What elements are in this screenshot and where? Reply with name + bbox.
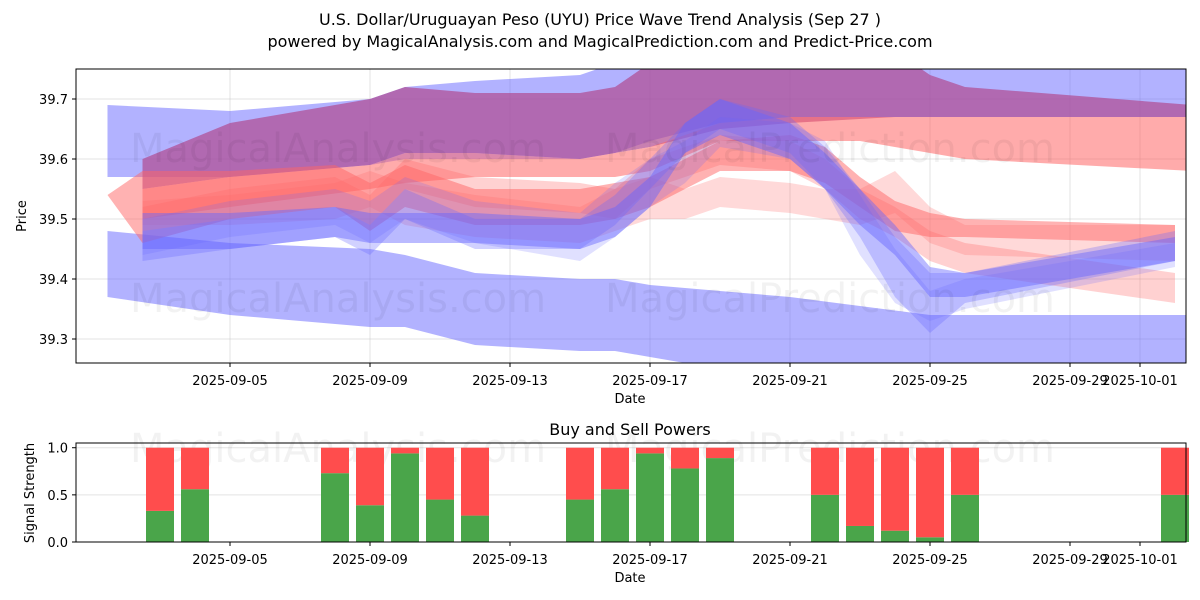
x-tick-label: 2025-09-29 (1032, 374, 1108, 389)
price-watermarks: MagicalAnalysis.com MagicalPrediction.co… (130, 126, 1055, 322)
x-tick-label: 2025-09-05 (192, 553, 268, 568)
x-tick-label: 2025-09-21 (752, 374, 828, 389)
sell-bar (321, 447, 349, 474)
buy-bar (636, 453, 664, 542)
band-blue-lower-wide (107, 231, 1186, 363)
buy-bar (181, 489, 209, 542)
buy-bar (391, 453, 419, 542)
x-tick-label: 2025-10-01 (1102, 374, 1178, 389)
buy-bar (321, 473, 349, 542)
buy-bar (1161, 494, 1189, 542)
y-tick-label: 39.5 (39, 213, 68, 228)
sell-bar (181, 447, 209, 490)
buy-bar (461, 515, 489, 542)
y-tick-label: 1.0 (47, 442, 68, 457)
x-tick-label: 2025-09-13 (472, 374, 548, 389)
x-tick-label: 2025-09-13 (472, 553, 548, 568)
sell-bar (881, 447, 909, 531)
x-tick-label: 2025-09-25 (892, 553, 968, 568)
sell-bar (426, 447, 454, 500)
band-red-upper (142, 117, 1186, 219)
price-y-label: Price (15, 200, 30, 232)
signal-axes-frame (75, 442, 1187, 543)
buy-bar (601, 489, 629, 542)
sell-bar (356, 447, 384, 506)
signal-chart-title: Buy and Sell Powers (549, 420, 711, 439)
x-tick-label: 2025-09-09 (332, 553, 408, 568)
watermark: MagicalPrediction.com (605, 126, 1055, 172)
buy-bar (671, 468, 699, 542)
y-tick-label: 0.0 (47, 536, 68, 551)
band-red-wave-2 (142, 135, 1175, 303)
x-tick-label: 2025-09-21 (752, 553, 828, 568)
x-tick-label: 2025-10-01 (1102, 553, 1178, 568)
signal-y-label: Signal Strength (23, 443, 38, 543)
sell-bar (951, 447, 979, 495)
buy-bar (566, 499, 594, 542)
sell-bar (461, 447, 489, 516)
watermark: MagicalPrediction.com (605, 276, 1055, 322)
x-tick-label: 2025-09-17 (612, 553, 688, 568)
signal-x-ticks: 2025-09-05 2025-09-09 2025-09-13 2025-09-17… (192, 542, 1178, 568)
band-purple-upper (142, 69, 1186, 189)
y-tick-label: 0.5 (47, 489, 68, 504)
chart-subtitle: powered by MagicalAnalysis.com and Magic… (267, 32, 933, 51)
price-bands (107, 69, 1186, 363)
signal-bars (146, 447, 1189, 542)
buy-bar (356, 505, 384, 542)
band-red-wave-3 (142, 171, 1175, 261)
buy-bar (146, 510, 174, 542)
band-blue-wave-2 (142, 99, 1175, 333)
signal-y-ticks: 0.0 0.5 1.0 (47, 442, 76, 551)
band-red-wave-1 (107, 135, 1175, 243)
band-blue-wave-3 (142, 117, 1175, 321)
watermark: MagicalAnalysis.com (130, 126, 546, 172)
sell-bar (811, 447, 839, 495)
band-blue-wave-1 (142, 99, 1175, 297)
buy-bar (846, 525, 874, 542)
price-y-ticks: 39.3 39.4 39.5 39.6 39.7 (39, 93, 76, 348)
x-tick-label: 2025-09-29 (1032, 553, 1108, 568)
watermark: MagicalAnalysis.com (130, 276, 546, 322)
buy-bar (426, 499, 454, 542)
price-x-ticks: 2025-09-05 2025-09-09 2025-09-13 2025-09-17… (192, 363, 1178, 389)
buy-bar (811, 494, 839, 542)
sell-bar (916, 447, 944, 538)
sell-bar (846, 447, 874, 526)
buy-bar (706, 458, 734, 542)
sell-bar (1161, 447, 1189, 495)
sell-bar (601, 447, 629, 490)
price-x-label: Date (614, 392, 645, 407)
sell-bar (671, 447, 699, 469)
x-tick-label: 2025-09-25 (892, 374, 968, 389)
buy-bar (916, 537, 944, 542)
sell-bar (146, 447, 174, 511)
sell-bar (636, 447, 664, 454)
buy-bar (881, 530, 909, 542)
sell-bar (391, 447, 419, 454)
y-tick-label: 39.3 (39, 333, 68, 348)
x-tick-label: 2025-09-17 (612, 374, 688, 389)
sell-bar (566, 447, 594, 500)
y-tick-label: 39.6 (39, 153, 68, 168)
y-tick-label: 39.7 (39, 93, 68, 108)
x-tick-label: 2025-09-09 (332, 374, 408, 389)
buy-bar (951, 494, 979, 542)
signal-x-label: Date (614, 571, 645, 586)
price-axes-frame (75, 68, 1187, 364)
y-tick-label: 39.4 (39, 273, 68, 288)
x-tick-label: 2025-09-05 (192, 374, 268, 389)
sell-bar (706, 447, 734, 459)
chart-title: U.S. Dollar/Uruguayan Peso (UYU) Price W… (319, 10, 881, 29)
